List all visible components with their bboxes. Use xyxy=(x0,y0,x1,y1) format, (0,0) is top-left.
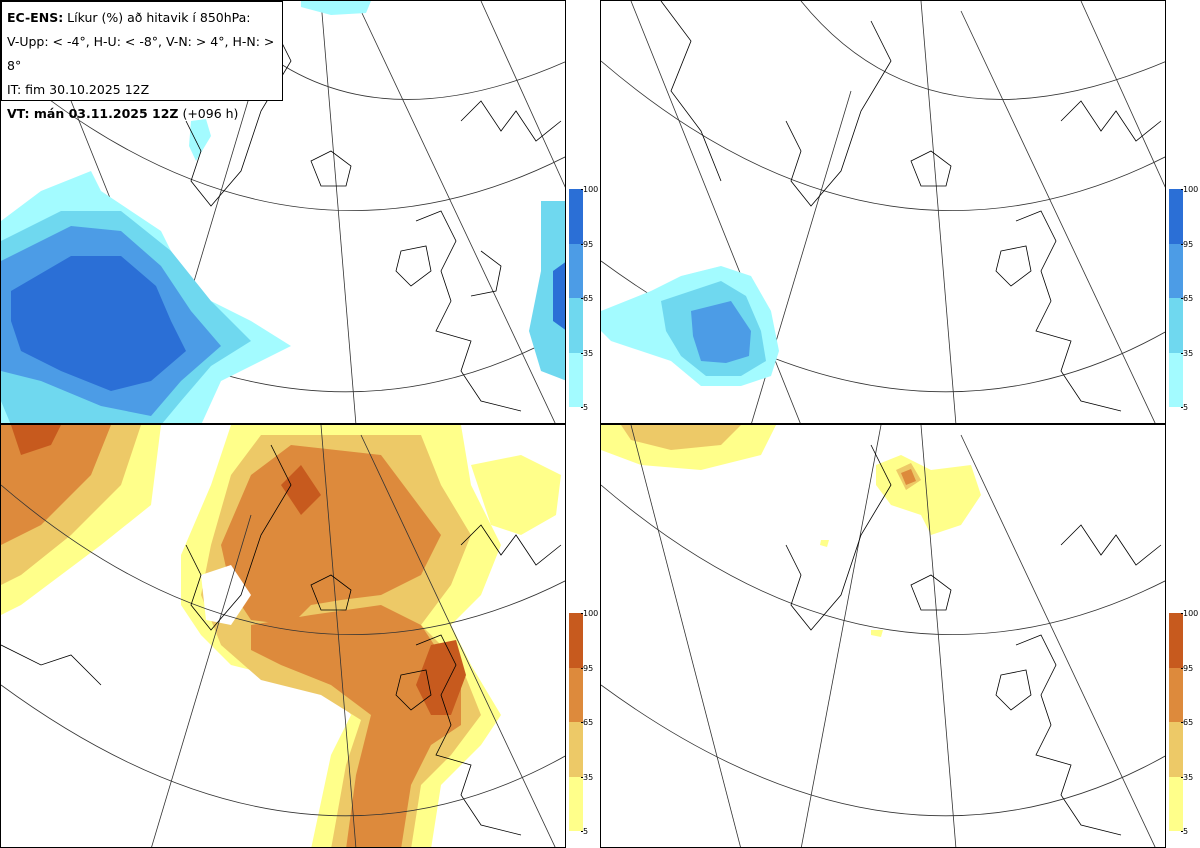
colorbar-segment xyxy=(569,352,583,407)
probability-map xyxy=(601,1,1165,423)
colorbar-segment xyxy=(1169,243,1183,298)
colorbar-tick-label: 35 xyxy=(580,348,594,358)
legend-model: EC-ENS: xyxy=(7,10,64,25)
colorbar-tick-label: 5 xyxy=(1180,403,1189,412)
colorbar-warm-bottom-left: 100 95 65 35 5 xyxy=(569,609,603,836)
colorbar-segment xyxy=(569,613,583,668)
colorbar-tick-label: 95 xyxy=(1180,663,1194,673)
legend-init-time: IT: fim 30.10.2025 12Z xyxy=(7,82,150,97)
colorbar-tick-label: 35 xyxy=(580,772,594,782)
colorbar-tick-label: 100 xyxy=(580,609,599,618)
map-panel-top-left: EC-ENS: Líkur (%) að hitavik í 850hPa: V… xyxy=(0,0,566,424)
colorbar-tick-label: 65 xyxy=(1180,294,1194,303)
colorbar-segment xyxy=(569,722,583,777)
colorbar-tick-label: 100 xyxy=(580,185,599,194)
colorbar-segment xyxy=(569,776,583,831)
colorbar-cold-top-left: 100 95 65 35 5 xyxy=(569,185,603,412)
colorbar-segment xyxy=(1169,776,1183,831)
probability-map xyxy=(1,1,565,423)
colorbar-segment xyxy=(569,243,583,298)
colorbar-segment xyxy=(1169,352,1183,407)
colorbar-segment xyxy=(1169,722,1183,777)
colorbar-tick-label: 100 xyxy=(1180,609,1199,618)
colorbar-segment xyxy=(1169,667,1183,722)
probability-map xyxy=(601,425,1165,847)
colorbar-tick-label: 95 xyxy=(1180,239,1194,249)
colorbar-tick-label: 5 xyxy=(580,403,589,412)
colorbar-tick-label: 5 xyxy=(1180,827,1189,836)
legend-lead-time: (+096 h) xyxy=(178,106,239,121)
colorbar-segment xyxy=(1169,613,1183,668)
prob-shade-max xyxy=(11,256,186,391)
colorbar-tick-label: 95 xyxy=(580,239,594,249)
colorbar-warm-bottom-right: 100 95 65 35 5 xyxy=(1169,609,1200,836)
colorbar-tick-label: 65 xyxy=(580,718,594,727)
colorbar-tick-label: 65 xyxy=(580,294,594,303)
colorbar-segment xyxy=(569,189,583,244)
colorbar-tick-label: 35 xyxy=(1180,772,1194,782)
colorbar-segment xyxy=(569,298,583,353)
colorbar-tick-label: 65 xyxy=(1180,718,1194,727)
map-panel-bottom-left xyxy=(0,424,566,848)
probability-map xyxy=(1,425,565,847)
colorbar-cold-top-right: 100 95 65 35 5 xyxy=(1169,185,1200,412)
map-panel-bottom-right xyxy=(600,424,1166,848)
colorbar-segment xyxy=(569,667,583,722)
legend-valid-time: VT: mán 03.11.2025 12Z xyxy=(7,106,179,121)
colorbar-tick-label: 35 xyxy=(1180,348,1194,358)
colorbar-segment xyxy=(1169,189,1183,244)
legend-description: Líkur (%) að hitavik í 850hPa: xyxy=(63,10,251,25)
colorbar-segment xyxy=(1169,298,1183,353)
colorbar-tick-label: 100 xyxy=(1180,185,1199,194)
colorbar-tick-label: 95 xyxy=(580,663,594,673)
map-legend: EC-ENS: Líkur (%) að hitavik í 850hPa: V… xyxy=(1,1,283,121)
legend-thresholds: V-Upp: < -4°, H-U: < -8°, V-N: > 4°, H-N… xyxy=(7,34,275,73)
map-panel-top-right xyxy=(600,0,1166,424)
colorbar-tick-label: 5 xyxy=(580,827,589,836)
